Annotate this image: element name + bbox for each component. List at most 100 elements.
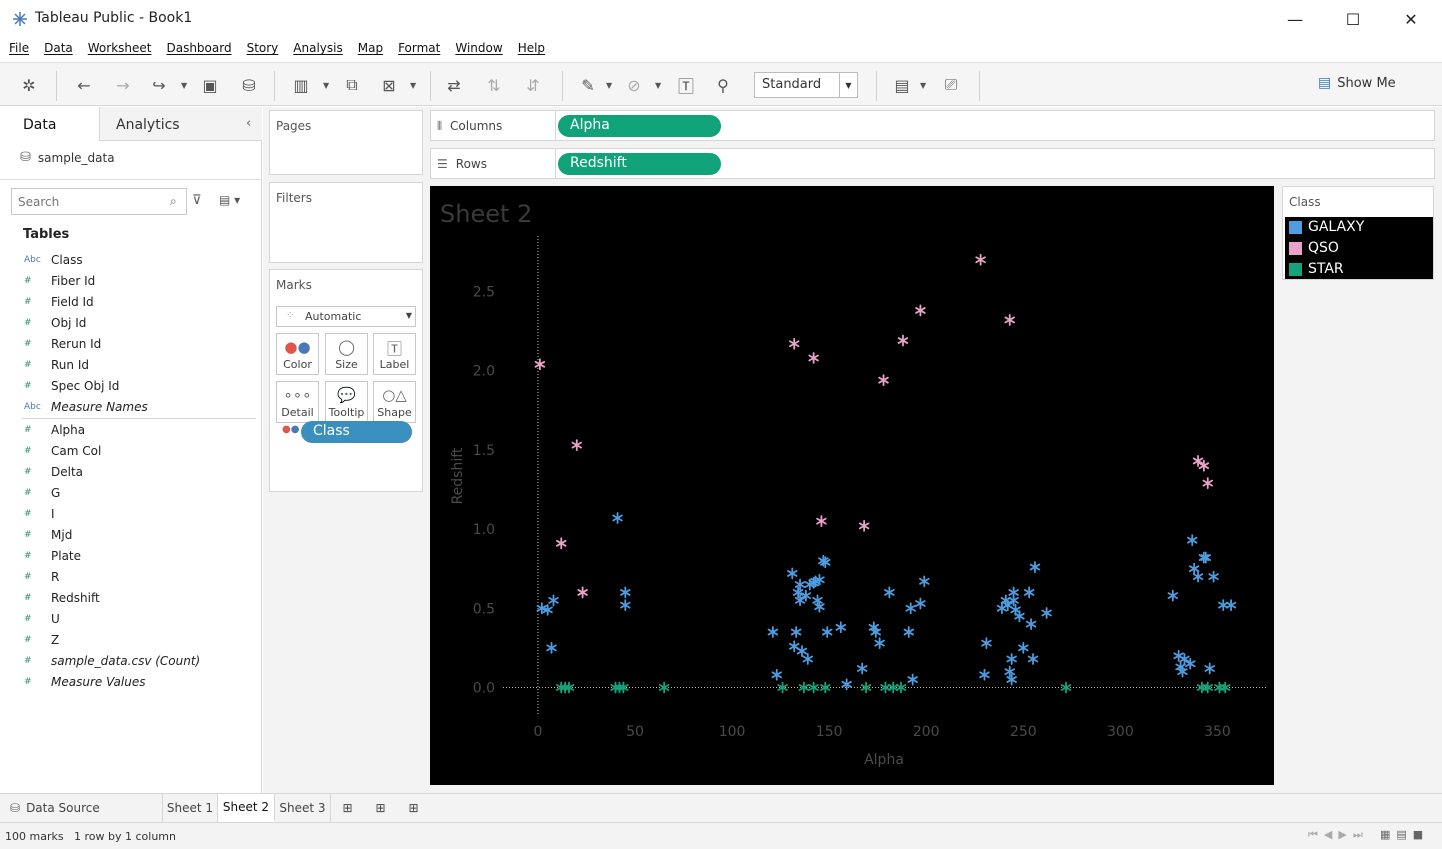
undo-icon[interactable]: ←: [77, 75, 91, 95]
field-mjd[interactable]: # Mjd: [24, 525, 72, 545]
new-worksheet-icon[interactable]: ⊞: [342, 801, 353, 815]
highlight-icon[interactable]: ✎: [581, 75, 595, 95]
swap-rows-columns-icon[interactable]: ⇄: [447, 75, 461, 95]
field-measure-names[interactable]: Abc Measure Names: [24, 397, 148, 417]
field-field-id[interactable]: # Field Id: [24, 292, 94, 312]
sort-descending-icon[interactable]: ⇵: [526, 75, 540, 95]
fix-axes-icon[interactable]: ⚲: [717, 75, 729, 95]
clear-sheet-dropdown-icon[interactable]: ▼: [410, 81, 417, 90]
minimize-button[interactable]: —: [1287, 9, 1303, 29]
data-point-galaxy: [1004, 665, 1015, 678]
menu-dashboard[interactable]: Dashboard: [166, 41, 232, 55]
field-measure-values[interactable]: # Measure Values: [24, 672, 145, 692]
color-button[interactable]: ●● Color: [276, 333, 319, 375]
menu-help[interactable]: Help: [517, 41, 546, 55]
search-input[interactable]: [11, 188, 187, 215]
menu-worksheet[interactable]: Worksheet: [87, 41, 152, 55]
sheet-navigation-icon[interactable]: ⏮◀▶⏭: [1308, 828, 1369, 841]
shape-button[interactable]: ○△ Shape: [373, 381, 416, 423]
clear-sheet-icon[interactable]: ⊠: [382, 75, 396, 95]
field-plate[interactable]: # Plate: [24, 546, 81, 566]
field-run-id[interactable]: # Run Id: [24, 355, 89, 375]
show-cards-dropdown-icon[interactable]: ▼: [920, 81, 927, 90]
menu-analysis[interactable]: Analysis: [293, 41, 343, 55]
redshift-pill[interactable]: Redshift: [558, 153, 721, 175]
detail-button[interactable]: ∘∘∘ Detail: [276, 381, 319, 423]
new-datasource-icon[interactable]: ⛁: [242, 75, 256, 95]
show-me-icon: ▤: [1318, 75, 1332, 91]
field-sample-data-count[interactable]: # sample_data.csv (Count): [24, 651, 200, 671]
maximize-button[interactable]: ☐: [1345, 9, 1361, 29]
field-cam-col[interactable]: # Cam Col: [24, 441, 101, 461]
class-legend[interactable]: Class GALAXY QSO STAR: [1282, 186, 1434, 280]
tab-analytics[interactable]: Analytics: [100, 107, 262, 141]
redo-icon[interactable]: →: [116, 75, 130, 95]
tab-sheet-3[interactable]: Sheet 3: [275, 794, 331, 822]
field-rerun-id[interactable]: # Rerun Id: [24, 334, 101, 354]
label-button[interactable]: 🅃 Label: [373, 333, 416, 375]
field-obj-id[interactable]: # Obj Id: [24, 313, 86, 333]
new-worksheet-icon[interactable]: ▥: [293, 75, 309, 95]
field-r[interactable]: # R: [24, 567, 59, 587]
group-members-icon[interactable]: ⊘: [627, 75, 641, 95]
field-delta[interactable]: # Delta: [24, 462, 83, 482]
field-fiber-id[interactable]: # Fiber Id: [24, 271, 95, 291]
show-mark-labels-icon[interactable]: 🅃: [677, 77, 694, 96]
class-color-pill[interactable]: Class: [301, 421, 412, 443]
replay-icon[interactable]: ↪: [152, 75, 166, 95]
alpha-pill[interactable]: Alpha: [558, 115, 721, 137]
group-dropdown-icon[interactable]: ▼: [655, 81, 662, 90]
sort-ascending-icon[interactable]: ⇅: [487, 75, 501, 95]
data-source-tab[interactable]: ⛁ Data Source: [0, 794, 163, 822]
presentation-mode-icon[interactable]: ⎚: [944, 75, 958, 94]
size-button[interactable]: ◯ Size: [325, 333, 368, 375]
tableau-home-icon[interactable]: ✲: [22, 75, 36, 95]
new-story-icon[interactable]: ⊞: [408, 801, 419, 815]
menu-window[interactable]: Window: [455, 41, 503, 55]
show-cards-icon[interactable]: ▤: [894, 75, 910, 95]
sheet-tabs-bar: ⛁ Data Source Sheet 1 Sheet 2 Sheet 3 ⊞ …: [0, 793, 1442, 822]
duplicate-sheet-icon[interactable]: ⧉: [346, 75, 358, 94]
field-g[interactable]: # G: [24, 483, 60, 503]
search-icon[interactable]: ⌕: [170, 194, 177, 208]
filters-card[interactable]: Filters: [269, 182, 423, 263]
show-me-button[interactable]: ▤ Show Me: [1318, 75, 1396, 91]
highlight-dropdown-icon[interactable]: ▼: [606, 81, 613, 90]
field-z[interactable]: # Z: [24, 630, 59, 650]
tab-data[interactable]: Data: [0, 107, 100, 141]
view-options-icon[interactable]: ▤ ▾: [219, 193, 241, 207]
menu-file[interactable]: File: [9, 41, 30, 55]
legend-item-galaxy[interactable]: GALAXY: [1289, 217, 1364, 237]
tooltip-button[interactable]: 💬 Tooltip: [325, 381, 368, 423]
tab-sheet-2[interactable]: Sheet 2: [218, 794, 275, 822]
save-icon[interactable]: ▣: [202, 75, 218, 95]
legend-item-star[interactable]: STAR: [1289, 259, 1344, 279]
field-alpha[interactable]: # Alpha: [24, 420, 85, 440]
field-u[interactable]: # U: [24, 609, 60, 629]
menu-story[interactable]: Story: [246, 41, 279, 55]
fit-select[interactable]: Standard ▼: [754, 72, 858, 98]
collapse-pane-icon[interactable]: ‹: [246, 116, 252, 131]
datasource-item[interactable]: ⛁ sample_data: [20, 150, 115, 165]
close-button[interactable]: ✕: [1404, 9, 1418, 29]
mark-type-select[interactable]: ⁘ Automatic ▼: [276, 306, 416, 327]
field-spec-obj-id[interactable]: # Spec Obj Id: [24, 376, 119, 396]
replay-dropdown-icon[interactable]: ▼: [181, 81, 188, 90]
field-class[interactable]: Abc Class: [24, 250, 83, 270]
columns-shelf[interactable]: ⫴ Columns Alpha: [430, 110, 1435, 141]
legend-item-qso[interactable]: QSO: [1289, 238, 1339, 258]
data-point-star: [820, 681, 831, 694]
pages-card[interactable]: Pages: [269, 110, 423, 175]
view-mode-icon[interactable]: ▦▤■: [1380, 828, 1430, 841]
new-dashboard-icon[interactable]: ⊞: [375, 801, 386, 815]
filter-icon[interactable]: ⊽: [192, 193, 202, 208]
menu-map[interactable]: Map: [357, 41, 384, 55]
menu-data[interactable]: Data: [44, 41, 73, 55]
tab-sheet-1[interactable]: Sheet 1: [163, 794, 218, 822]
field-i[interactable]: # I: [24, 504, 55, 524]
rows-shelf[interactable]: ☰ Rows Redshift: [430, 148, 1435, 179]
field-redshift[interactable]: # Redshift: [24, 588, 100, 608]
menu-format[interactable]: Format: [398, 41, 441, 55]
new-worksheet-dropdown-icon[interactable]: ▼: [323, 81, 330, 90]
viz-area[interactable]: Sheet 2 0 50 100 150 200 250 300 350 0.0 0.5 1.0 1.…: [430, 186, 1274, 785]
